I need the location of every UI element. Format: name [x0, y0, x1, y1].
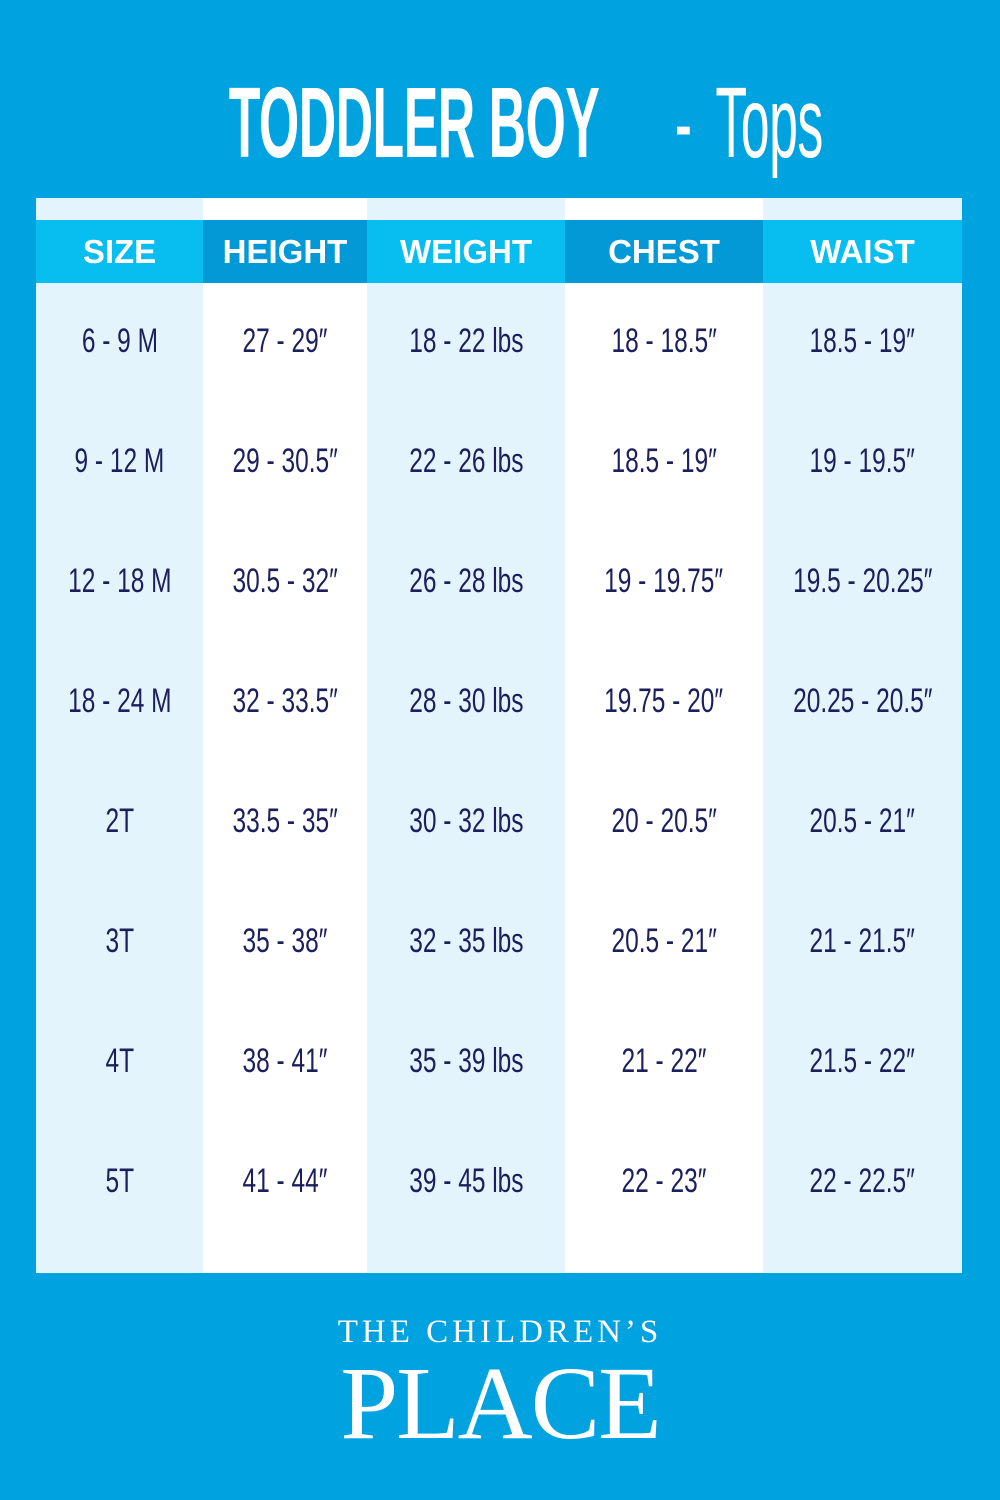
cell-text: 19 - 19.75″: [604, 561, 724, 600]
table-cell: 20.25 - 20.5″: [763, 641, 962, 761]
table-cell: 26 - 28 lbs: [367, 521, 565, 641]
cell-text: 18.5 - 19″: [611, 441, 717, 480]
cell-text: 39 - 45 lbs: [408, 1161, 524, 1200]
table-cell: 27 - 29″: [203, 281, 367, 401]
cell-text: 18 - 24 M: [67, 681, 172, 720]
table-cell: 22 - 22.5″: [763, 1121, 962, 1241]
table-cell: 22 - 23″: [565, 1121, 763, 1241]
cell-text: 19.5 - 20.25″: [792, 561, 933, 600]
table-cell: 5T: [36, 1121, 203, 1241]
table-cell: 30 - 32 lbs: [367, 761, 565, 881]
cell-text: 6 - 9 M: [81, 321, 158, 360]
cell-text: 5T: [105, 1161, 134, 1200]
table-cell: 29 - 30.5″: [203, 401, 367, 521]
table-cell: 2T: [36, 761, 203, 881]
table-cell: 20 - 20.5″: [565, 761, 763, 881]
table-cell: 9 - 12 M: [36, 401, 203, 521]
table-cell: 32 - 33.5″: [203, 641, 367, 761]
title-bold: TODDLER BOY: [228, 67, 600, 179]
table-cell: 41 - 44″: [203, 1121, 367, 1241]
column-header: WEIGHT: [367, 220, 565, 283]
column-size: SIZE 6 - 9 M 9 - 12 M 12 - 18 M 18 - 24 M 2T 3…: [36, 198, 203, 1273]
cell-text: 38 - 41″: [242, 1041, 328, 1080]
column-header: SIZE: [36, 220, 203, 283]
table-cell: 6 - 9 M: [36, 281, 203, 401]
cell-text: 32 - 35 lbs: [408, 921, 524, 960]
table-cell: 22 - 26 lbs: [367, 401, 565, 521]
table-cell: 18.5 - 19″: [565, 401, 763, 521]
table-cell: 20.5 - 21″: [763, 761, 962, 881]
cell-text: 35 - 39 lbs: [408, 1041, 524, 1080]
table-cell: 19.5 - 20.25″: [763, 521, 962, 641]
table-cell: 28 - 30 lbs: [367, 641, 565, 761]
cell-text: 20 - 20.5″: [611, 801, 717, 840]
cell-text: 4T: [105, 1041, 134, 1080]
cell-text: 26 - 28 lbs: [408, 561, 524, 600]
table-cell: 30.5 - 32″: [203, 521, 367, 641]
column-header: HEIGHT: [203, 220, 367, 283]
column-waist: WAIST 18.5 - 19″ 19 - 19.5″ 19.5 - 20.25″ 20…: [763, 198, 962, 1273]
cell-text: 20.5 - 21″: [809, 801, 916, 840]
cell-text: 19 - 19.5″: [809, 441, 916, 480]
title-separator: -: [674, 67, 692, 179]
table-cell: 35 - 39 lbs: [367, 1001, 565, 1121]
title-light: Tops: [715, 67, 823, 179]
cell-text: 32 - 33.5″: [232, 681, 338, 720]
table-cell: 21.5 - 22″: [763, 1001, 962, 1121]
brand-logo-line1: THE CHILDREN’S: [337, 1314, 663, 1350]
column-header: WAIST: [763, 220, 962, 283]
cell-text: 30 - 32 lbs: [408, 801, 524, 840]
table-cell: 12 - 18 M: [36, 521, 203, 641]
table-cell: 35 - 38″: [203, 881, 367, 1001]
table-cell: 21 - 21.5″: [763, 881, 962, 1001]
cell-text: 20.5 - 21″: [611, 921, 717, 960]
cell-text: 22 - 22.5″: [809, 1161, 916, 1200]
column-weight: WEIGHT 18 - 22 lbs 22 - 26 lbs 26 - 28 lbs 2…: [367, 198, 565, 1273]
cell-text: 19.75 - 20″: [604, 681, 724, 720]
table-cell: 3T: [36, 881, 203, 1001]
cell-text: 21.5 - 22″: [809, 1041, 916, 1080]
table-cell: 38 - 41″: [203, 1001, 367, 1121]
cell-text: 28 - 30 lbs: [408, 681, 524, 720]
cell-text: 2T: [105, 801, 134, 840]
cell-text: 33.5 - 35″: [232, 801, 338, 840]
cell-text: 18.5 - 19″: [809, 321, 916, 360]
cell-text: 41 - 44″: [242, 1161, 328, 1200]
cell-text: 29 - 30.5″: [232, 441, 338, 480]
table-cell: 21 - 22″: [565, 1001, 763, 1121]
column-chest: CHEST 18 - 18.5″ 18.5 - 19″ 19 - 19.75″ 19.7…: [565, 198, 763, 1273]
cell-text: 20.25 - 20.5″: [792, 681, 933, 720]
cell-text: 21 - 21.5″: [809, 921, 916, 960]
table-cell: 19 - 19.5″: [763, 401, 962, 521]
table-cell: 18 - 22 lbs: [367, 281, 565, 401]
table-cell: 18.5 - 19″: [763, 281, 962, 401]
table-cell: 19 - 19.75″: [565, 521, 763, 641]
cell-text: 18 - 22 lbs: [408, 321, 524, 360]
column-height: HEIGHT 27 - 29″ 29 - 30.5″ 30.5 - 32″ 32 - 3…: [203, 198, 367, 1273]
table-cell: 4T: [36, 1001, 203, 1121]
cell-text: 3T: [105, 921, 134, 960]
cell-text: 27 - 29″: [242, 321, 328, 360]
table-cell: 33.5 - 35″: [203, 761, 367, 881]
table-cell: 18 - 18.5″: [565, 281, 763, 401]
cell-text: 22 - 23″: [621, 1161, 707, 1200]
table-cell: 18 - 24 M: [36, 641, 203, 761]
cell-text: 9 - 12 M: [74, 441, 165, 480]
table-cell: 32 - 35 lbs: [367, 881, 565, 1001]
table-cell: 39 - 45 lbs: [367, 1121, 565, 1241]
brand-logo-line2: PLACE: [340, 1346, 661, 1461]
cell-text: 22 - 26 lbs: [408, 441, 524, 480]
table-cell: 19.75 - 20″: [565, 641, 763, 761]
cell-text: 12 - 18 M: [67, 561, 172, 600]
cell-text: 35 - 38″: [242, 921, 328, 960]
column-header: CHEST: [565, 220, 763, 283]
size-chart-table: SIZE 6 - 9 M 9 - 12 M 12 - 18 M 18 - 24 M 2T 3…: [36, 198, 962, 1273]
cell-text: 30.5 - 32″: [232, 561, 338, 600]
cell-text: 18 - 18.5″: [611, 321, 717, 360]
page-title: TODDLER BOY - Tops: [0, 68, 1000, 178]
cell-text: 21 - 22″: [621, 1041, 707, 1080]
table-cell: 20.5 - 21″: [565, 881, 763, 1001]
